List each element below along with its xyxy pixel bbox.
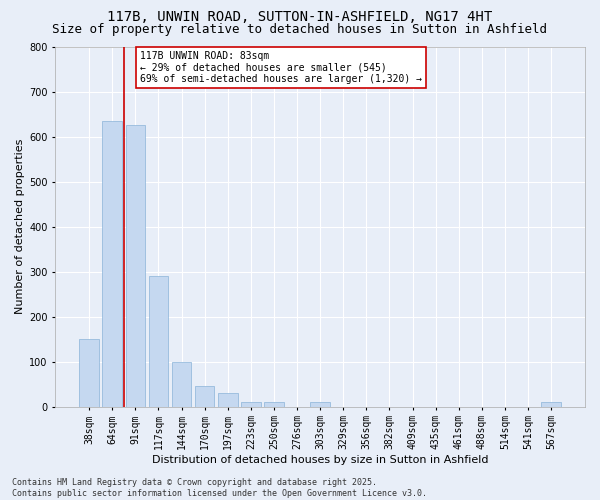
Bar (172, 362, 191, 406)
Bar (79, 339, 99, 406)
Bar (103, 121, 122, 406)
Bar (541, 402, 561, 406)
Bar (264, 402, 284, 406)
Bar (125, 126, 145, 406)
Text: 117B, UNWIN ROAD, SUTTON-IN-ASHFIELD, NG17 4HT: 117B, UNWIN ROAD, SUTTON-IN-ASHFIELD, NG… (107, 10, 493, 24)
Bar (149, 276, 169, 406)
Text: Size of property relative to detached houses in Sutton in Ashfield: Size of property relative to detached ho… (53, 22, 548, 36)
X-axis label: Distribution of detached houses by size in Sutton in Ashfield: Distribution of detached houses by size … (152, 455, 488, 465)
Bar (310, 402, 330, 406)
Bar (241, 402, 260, 406)
Bar (218, 393, 238, 406)
Bar (195, 386, 214, 406)
Y-axis label: Number of detached properties: Number of detached properties (15, 139, 25, 314)
Text: Contains HM Land Registry data © Crown copyright and database right 2025.
Contai: Contains HM Land Registry data © Crown c… (12, 478, 427, 498)
Text: 117B UNWIN ROAD: 83sqm
← 29% of detached houses are smaller (545)
69% of semi-de: 117B UNWIN ROAD: 83sqm ← 29% of detached… (140, 51, 422, 84)
